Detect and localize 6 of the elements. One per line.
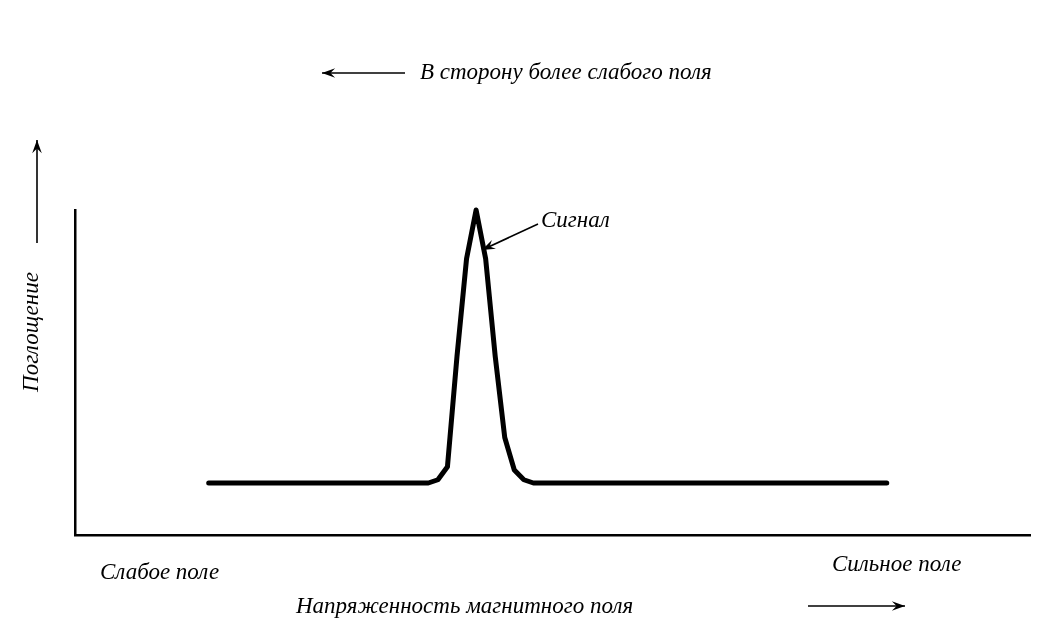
y-axis-title: Поглощение (17, 272, 43, 392)
annotation: Сигнал (541, 207, 610, 232)
chart-title: В сторону более слабого поля (420, 59, 712, 84)
text: Слабое поле (100, 559, 220, 584)
text: Сильное поле (832, 551, 962, 576)
x-axis-title: Напряженность магнитного поля (296, 593, 634, 618)
